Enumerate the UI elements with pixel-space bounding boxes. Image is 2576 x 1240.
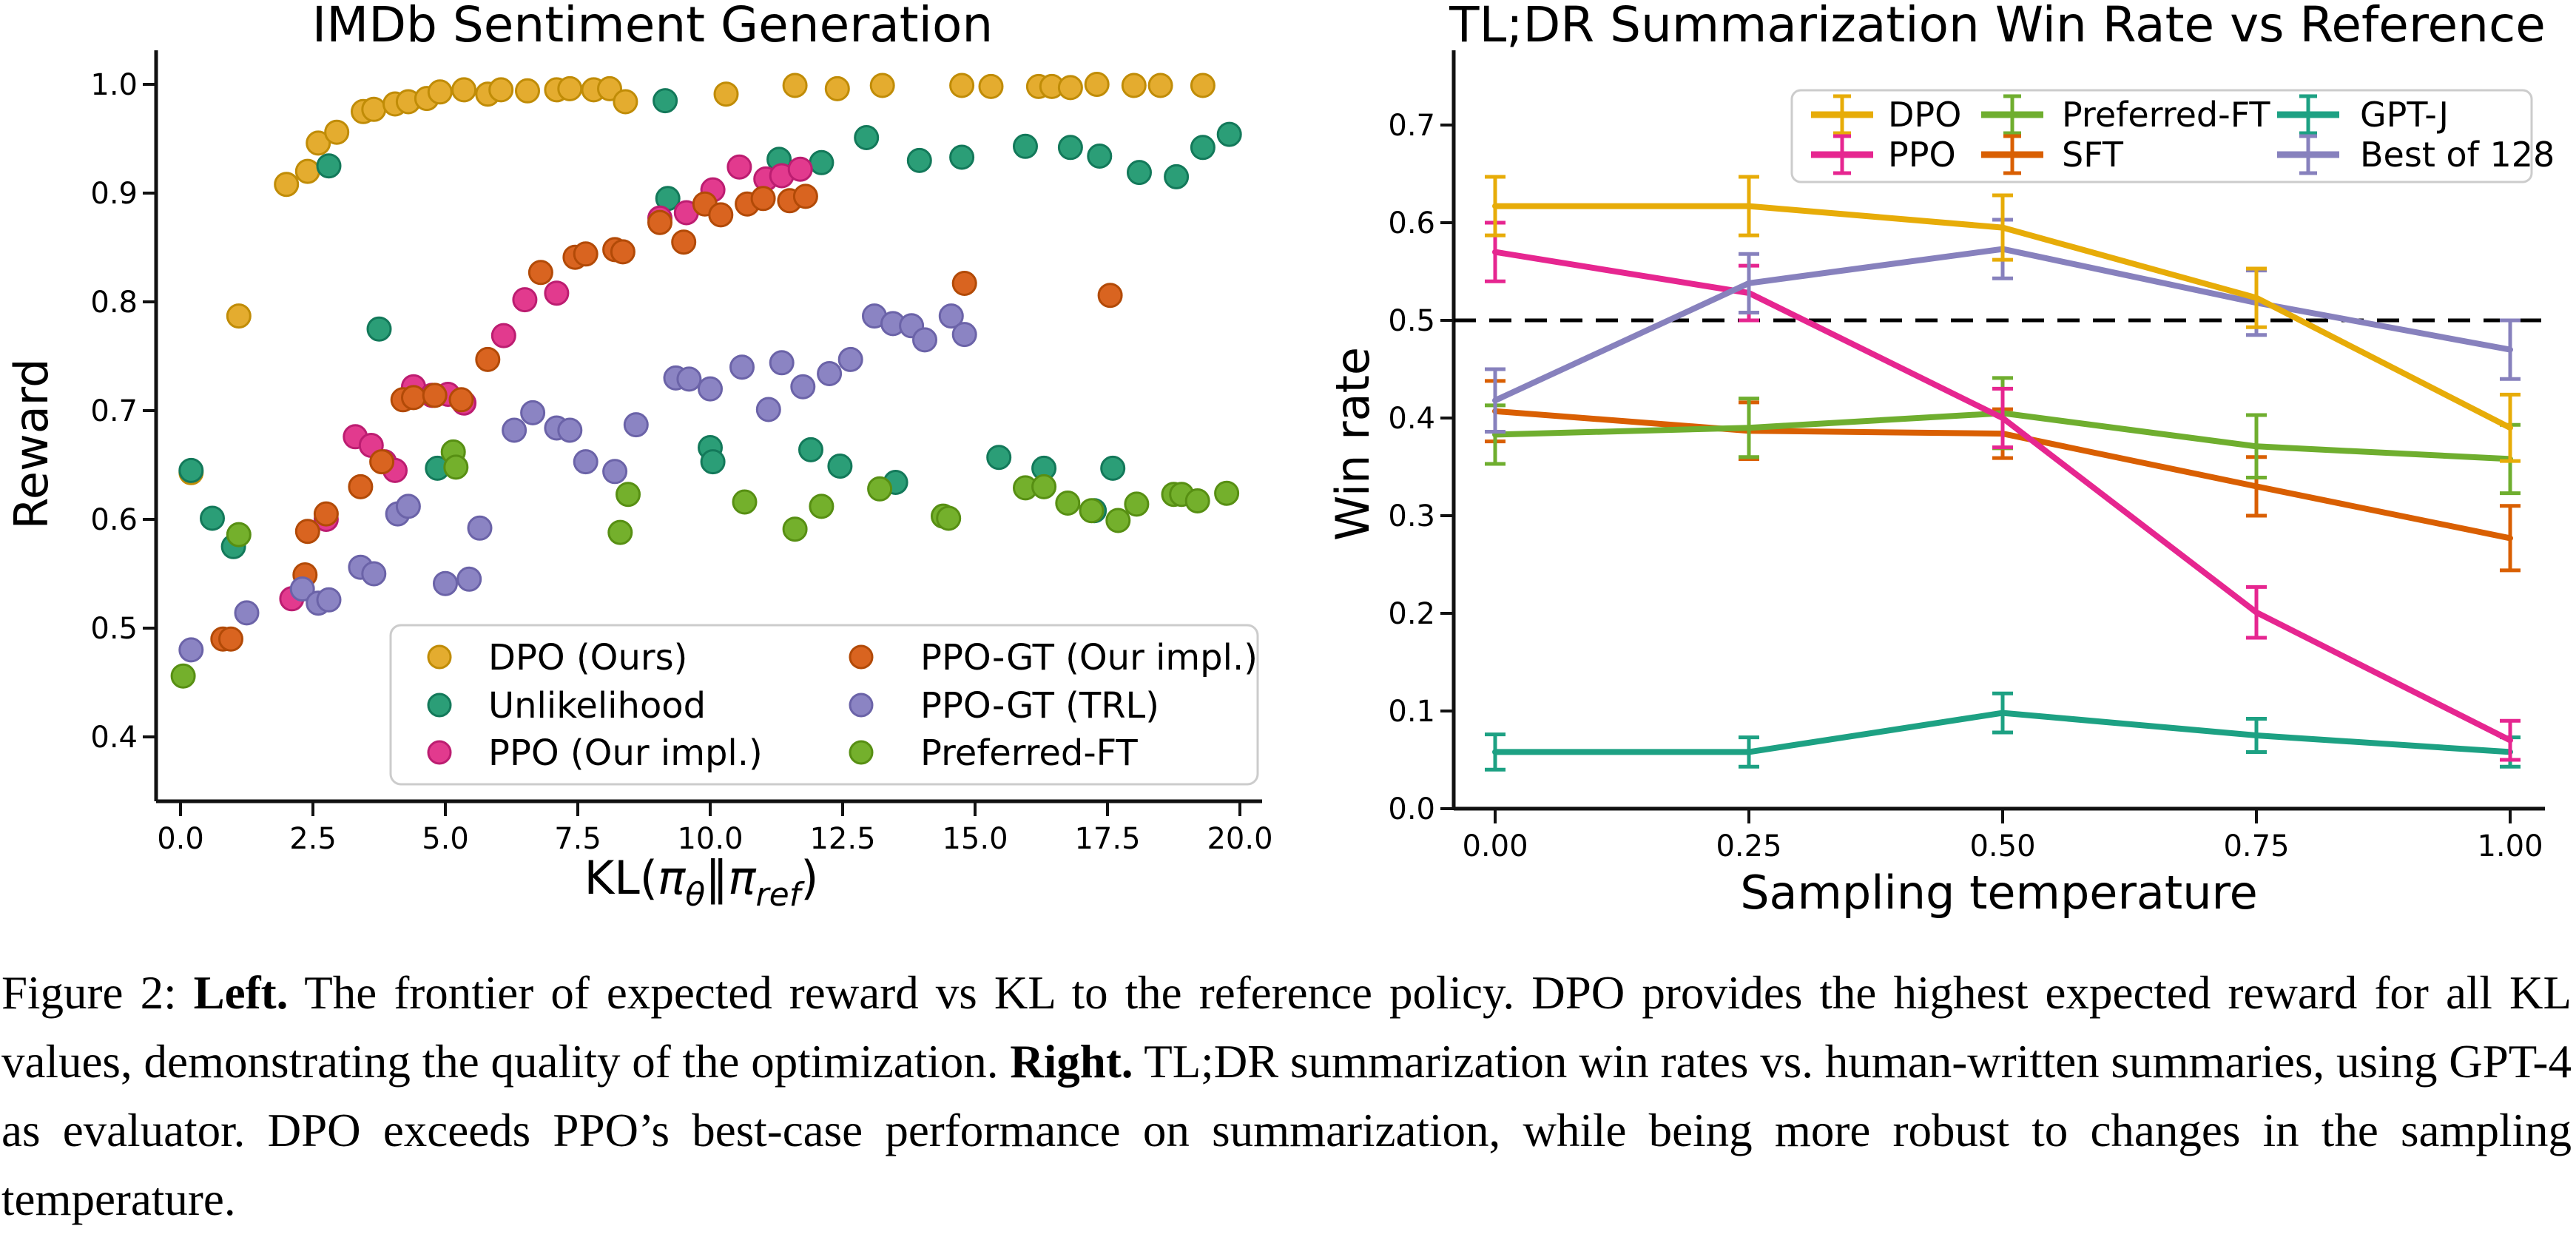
- legend-label: Best of 128: [2360, 135, 2555, 175]
- caption-text-segment: The frontier of expected reward vs KL to…: [1, 967, 2572, 1088]
- legend-item-ppo-gt-trl: PPO-GT (TRL): [849, 685, 1159, 727]
- right-y-tick-label: 0.7: [1388, 109, 1435, 143]
- right-x-tick-label: 0.50: [1969, 829, 2035, 863]
- legend-marker-ppo-gt-trl: [849, 693, 874, 718]
- caption-text-segment: Figure 2:: [1, 967, 194, 1019]
- legend-item-preferred-ft: Preferred-FT: [849, 732, 1138, 774]
- figure-caption: Figure 2: Left. The frontier of expected…: [1, 959, 2572, 1234]
- right-y-tick-label: 0.5: [1388, 304, 1435, 338]
- caption-text-segment: TL;DR summarization win rates vs. human-…: [1, 1036, 2572, 1225]
- scatter-series-preferred-ft: [170, 439, 1240, 689]
- right-chart: TL;DR Summarization Win Rate vs Referenc…: [1326, 0, 2555, 920]
- left-x-tick-label: 17.5: [1074, 822, 1140, 856]
- left-x-tick-label: 20.0: [1207, 822, 1272, 856]
- left-x-tick-label: 10.0: [677, 822, 743, 856]
- left-x-axis-label: KL(πθ‖πref): [584, 851, 819, 914]
- left-y-tick-label: 0.5: [90, 612, 138, 646]
- figure-charts: IMDb Sentiment Generation 0.4 0.5 0.6 0.7 0.8…: [4, 0, 2555, 920]
- right-y-tick-label: 0.2: [1388, 597, 1435, 631]
- legend-item-ppo-gt-our-impl: PPO-GT (Our impl.): [849, 637, 1258, 678]
- legend-label: PPO: [1888, 135, 1956, 175]
- right-x-tick-label: 0.25: [1716, 829, 1781, 863]
- left-y-tick-label: 0.8: [90, 286, 138, 320]
- left-x-tick-label: 0.0: [157, 822, 204, 856]
- caption-bold-segment: Right.: [1010, 1036, 1133, 1088]
- legend-marker-ppo-gt-our-impl: [849, 644, 874, 670]
- legend-item-dpo: DPO: [1811, 94, 1961, 135]
- legend-item-ppo-our-impl: PPO (Our impl.): [427, 732, 763, 774]
- legend-item-ppo: PPO: [1811, 134, 1956, 175]
- legend-label: PPO (Our impl.): [488, 732, 763, 774]
- legend-marker-ppo-our-impl: [427, 740, 452, 765]
- caption-bold-segment: Left.: [193, 967, 289, 1019]
- scatter-series-ppo-gt-our-impl: [210, 183, 1123, 652]
- left-chart: IMDb Sentiment Generation 0.4 0.5 0.6 0.7 0.8…: [4, 0, 1273, 914]
- legend-label: PPO-GT (Our impl.): [920, 637, 1258, 678]
- legend-item-dpo-ours: DPO (Ours): [427, 637, 687, 678]
- left-chart-legend: DPO (Ours) Unlikelihood PPO (Our impl.) PPO…: [389, 624, 1259, 786]
- right-y-axis-label: Win rate: [1326, 347, 1380, 541]
- left-x-tick-label: 15.0: [942, 822, 1008, 856]
- left-y-tick-label: 0.4: [90, 721, 138, 755]
- left-y-tick-label: 1.0: [90, 68, 138, 102]
- line-series-ppo: [1485, 220, 2521, 762]
- right-y-tick-label: 0.6: [1388, 206, 1435, 240]
- scatter-series-ppo-our-impl: [279, 154, 813, 612]
- legend-item-sft: SFT: [1981, 134, 2124, 175]
- left-chart-title: IMDb Sentiment Generation: [312, 0, 993, 53]
- legend-marker-preferred-ft: [849, 740, 874, 765]
- legend-item-unlikelihood: Unlikelihood: [427, 685, 706, 727]
- line-series-gpt-j: [1485, 691, 2521, 772]
- right-y-tick-label: 0.0: [1388, 792, 1435, 826]
- right-chart-axes: [1451, 50, 2545, 811]
- left-x-tick-label: 2.5: [289, 822, 337, 856]
- legend-label: Preferred-FT: [2062, 95, 2270, 135]
- right-x-tick-label: 1.00: [2477, 829, 2543, 863]
- legend-item-gpt-j: GPT-J: [2277, 94, 2449, 135]
- legend-item-preferred-ft: Preferred-FT: [1981, 94, 2270, 135]
- legend-label: SFT: [2062, 135, 2124, 175]
- legend-marker-dpo-ours: [427, 644, 452, 670]
- legend-label: DPO: [1888, 95, 1961, 135]
- right-x-tick-label: 0.75: [2223, 829, 2289, 863]
- right-y-tick-label: 0.4: [1388, 402, 1435, 436]
- scatter-series-ppo-gt-trl: [178, 303, 977, 663]
- right-y-tick-label: 0.1: [1388, 695, 1435, 729]
- legend-label: Preferred-FT: [920, 732, 1138, 774]
- left-y-tick-label: 0.6: [90, 503, 138, 537]
- left-x-tick-label: 12.5: [809, 822, 875, 856]
- line-series-dpo: [1485, 175, 2521, 463]
- right-y-tick-label: 0.3: [1388, 499, 1435, 533]
- legend-label: GPT-J: [2360, 95, 2449, 135]
- legend-label: Unlikelihood: [488, 685, 706, 727]
- left-y-axis-label: Reward: [4, 359, 58, 530]
- left-x-tick-label: 5.0: [422, 822, 469, 856]
- legend-label: DPO (Ours): [488, 637, 687, 678]
- legend-label: PPO-GT (TRL): [920, 685, 1159, 727]
- left-y-tick-label: 0.9: [90, 177, 138, 211]
- scatter-series-dpo-ours: [178, 72, 1215, 485]
- left-y-tick-label: 0.7: [90, 394, 138, 428]
- right-x-axis-label: Sampling temperature: [1740, 866, 2258, 920]
- left-x-tick-label: 7.5: [554, 822, 601, 856]
- scatter-series-unlikelihood: [178, 88, 1242, 559]
- right-x-tick-label: 0.00: [1462, 829, 1528, 863]
- legend-marker-unlikelihood: [427, 693, 452, 718]
- legend-item-best-of-128: Best of 128: [2277, 134, 2555, 175]
- right-chart-title: TL;DR Summarization Win Rate vs Referenc…: [1449, 0, 2546, 53]
